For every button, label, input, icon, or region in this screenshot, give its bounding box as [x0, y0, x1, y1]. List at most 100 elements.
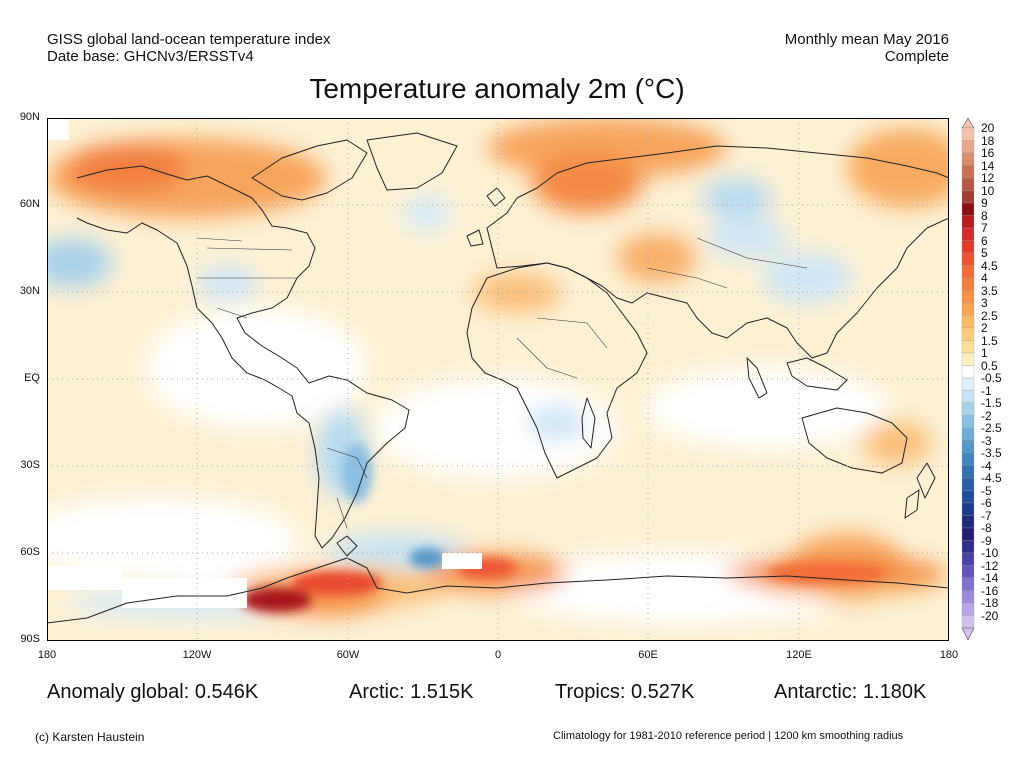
colorbar-tick-label: 7	[981, 221, 988, 235]
coastlines	[47, 132, 949, 641]
colorbar-swatch	[961, 165, 975, 179]
colorbar-tick-label: -1.5	[981, 396, 1002, 410]
colorbar-tick-label: -1	[981, 383, 992, 398]
map-frame	[47, 118, 949, 641]
colorbar-swatch	[961, 265, 975, 279]
colorbar-swatch	[961, 477, 975, 491]
colorbar-tick-label: -20	[981, 608, 999, 623]
colorbar-tick-label: 5	[981, 246, 988, 260]
lon-label-120e: 120E	[786, 649, 812, 661]
colorbar-swatch	[961, 315, 975, 329]
colorbar-swatch	[961, 590, 975, 604]
colorbar-swatch	[961, 352, 975, 366]
no-data-area	[47, 118, 69, 140]
map-canvas	[47, 118, 949, 641]
period: Monthly mean May 2016	[784, 31, 949, 48]
colorbar-tick-label: -3	[981, 433, 992, 448]
lat-label-90n: 90N	[19, 111, 40, 123]
colorbar-tick-label: -5	[981, 483, 992, 498]
no-data-area	[47, 566, 122, 590]
colorbar-tick-label: -3.5	[981, 446, 1002, 460]
colorbar-swatch	[961, 552, 975, 566]
colorbar-swatch	[961, 340, 975, 354]
colorbar-swatch	[961, 540, 975, 554]
colorbar-tick-label: 3	[981, 296, 988, 310]
colorbar-swatch	[961, 377, 975, 391]
colorbar-tick-label: 20	[981, 121, 995, 135]
anomaly-extremes	[242, 443, 887, 612]
colorbar-tick-label: 1	[981, 346, 988, 360]
colorbar-swatch	[961, 290, 975, 304]
anomaly-arctic: Arctic: 1.515K	[349, 681, 474, 703]
lon-label-0: 0	[494, 649, 502, 661]
colorbar-tick-label: 2	[981, 321, 988, 335]
colorbar-swatch	[961, 527, 975, 541]
colorbar-tick-label: 10	[981, 183, 995, 198]
colorbar-tick-label: -9	[981, 533, 992, 548]
colorbar-swatch	[961, 452, 975, 466]
colorbar-swatch	[961, 615, 975, 629]
colorbar-tick-label: 9	[981, 196, 988, 210]
colorbar-tick-label: 1.5	[981, 333, 998, 348]
colorbar-swatch	[961, 127, 975, 141]
gridlines	[47, 118, 949, 641]
colorbar-tick-label: -7	[981, 508, 992, 523]
colorbar	[961, 118, 975, 640]
completeness: Complete	[884, 48, 949, 65]
colorbar-swatch	[961, 215, 975, 229]
data-base: Date base: GHCNv3/ERSSTv4	[47, 48, 254, 65]
header-left: GISS global land-ocean temperature index…	[47, 31, 331, 65]
colorbar-tick-label: 12	[981, 171, 995, 185]
lat-label-60s: 60S	[20, 546, 40, 558]
colorbar-swatch	[961, 327, 975, 341]
lat-label-30n: 30N	[19, 285, 40, 297]
colorbar-swatch	[961, 302, 975, 316]
colorbar-tick-label: -10	[981, 546, 999, 560]
climatology-note: Climatology for 1981-2010 reference peri…	[553, 730, 904, 742]
anomaly-map	[47, 118, 949, 641]
colorbar-swatch	[961, 565, 975, 579]
colorbar-swatch	[961, 140, 975, 154]
colorbar-tick-label: 0.5	[981, 358, 998, 373]
colorbar-swatch	[961, 465, 975, 479]
lon-label-120w: 120W	[182, 649, 212, 661]
colorbar-swatch	[961, 490, 975, 504]
colorbar-tick-label: -6	[981, 496, 992, 510]
lon-label-60w: 60W	[336, 649, 360, 661]
copyright: (c) Karsten Haustein	[35, 730, 145, 744]
colorbar-swatch	[961, 502, 975, 516]
anomaly-tropics: Tropics: 0.527K	[555, 681, 695, 703]
colorbar-swatch	[961, 402, 975, 416]
colorbar-swatch	[961, 577, 975, 591]
colorbar-bottom-arrow	[961, 627, 975, 640]
colorbar-swatch	[961, 602, 975, 616]
colorbar-tick-label: 3.5	[981, 283, 998, 298]
colorbar-swatch	[961, 240, 975, 254]
colorbar-swatch	[961, 152, 975, 166]
colorbar-swatch	[961, 202, 975, 216]
colorbar-tick-label: 4.5	[981, 258, 998, 273]
anomaly-antarctic: Antarctic: 1.180K	[774, 681, 927, 703]
no-data-area	[442, 553, 482, 569]
colorbar-swatch	[961, 390, 975, 404]
colorbar-tick-label: -2.5	[981, 421, 1002, 435]
colorbar-tick-label: 18	[981, 133, 995, 148]
colorbar-tick-label: 2.5	[981, 308, 998, 323]
colorbar-tick-label: -4.5	[981, 471, 1002, 485]
lon-label-180e: 180	[939, 649, 959, 661]
colorbar-top-arrow	[961, 118, 975, 129]
colorbar-swatch	[961, 365, 975, 379]
colorbar-tick-label: -4	[981, 458, 992, 473]
colorbar-tick-label: -16	[981, 583, 999, 598]
header-right: Monthly mean May 2016 Complete	[785, 31, 949, 65]
colorbar-swatch	[961, 415, 975, 429]
colorbar-swatch	[961, 190, 975, 204]
colorbar-swatch	[961, 440, 975, 454]
no-data-area	[122, 578, 247, 608]
colorbar-tick-label: -18	[981, 596, 999, 610]
lon-label-180w: 180	[37, 649, 57, 661]
colorbar-swatch	[961, 515, 975, 529]
colorbar-tick-label: -0.5	[981, 371, 1002, 385]
colorbar-tick-label: 14	[981, 158, 995, 173]
lat-label-eq: EQ	[24, 372, 40, 384]
